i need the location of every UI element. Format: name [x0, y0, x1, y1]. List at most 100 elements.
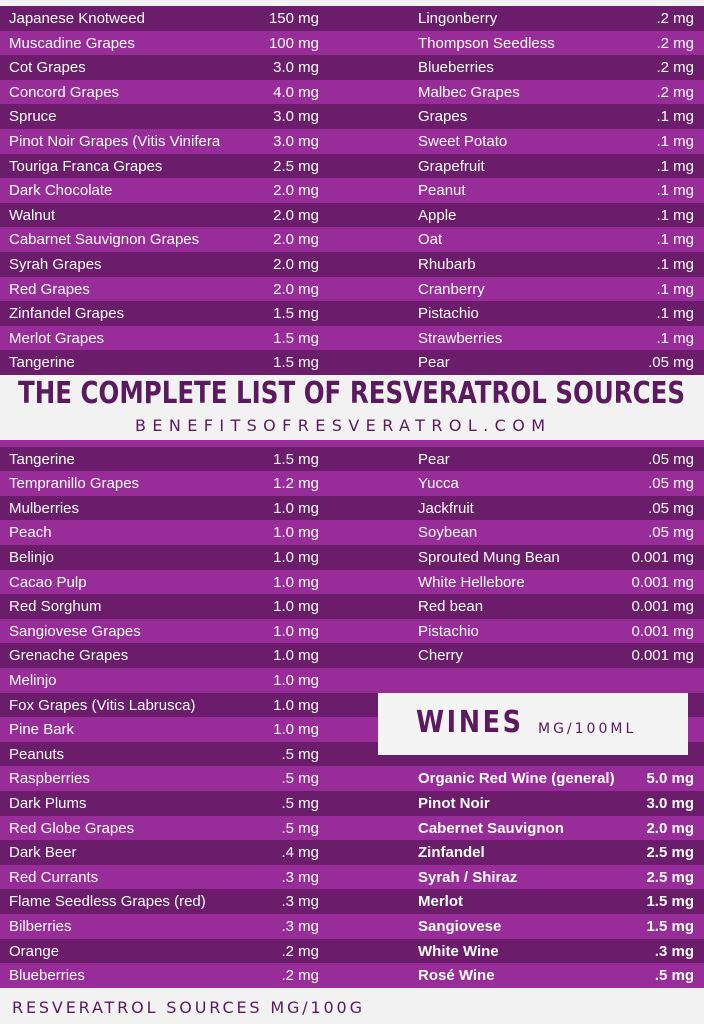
item-name: Cacao Pulp: [9, 573, 87, 591]
item-name: Melinjo: [9, 671, 57, 689]
item-value: .3 mg: [281, 893, 319, 911]
item-value: .1 mg: [656, 305, 694, 323]
item-name: Malbec Grapes: [418, 83, 520, 101]
item-name: Tempranillo Grapes: [9, 475, 140, 493]
item-value: .3 mg: [281, 917, 319, 935]
subtitle: BENEFITSOFRESVERATROL.COM: [135, 416, 545, 435]
table-row: Red Globe Grapes .5 mg Cabernet Sauvignon 2…: [0, 815, 704, 841]
item-name: Grapefruit: [418, 157, 485, 175]
item-name: Soybean: [418, 524, 478, 542]
item-value: 1.5 mg: [646, 893, 694, 911]
table-row: Mulberries 1.0 mg Jackfruit .05 mg: [0, 495, 704, 521]
item-value: .2 mg: [656, 59, 694, 77]
item-name: Orange: [9, 942, 60, 960]
item-value: 3.0 mg: [273, 108, 319, 126]
item-name: Red Sorghum: [9, 598, 102, 616]
item-value: .2 mg: [281, 942, 319, 960]
item-name: Pinot Noir: [418, 794, 490, 812]
table-row: Belinjo 1.0 mg Sprouted Mung Bean 0.001 mg: [0, 544, 704, 570]
table-row: Cabarnet Sauvignon Grapes 2.0 mg Oat .1 mg: [0, 227, 704, 253]
item-name: Tangerine: [9, 354, 75, 372]
item-value: 1.0 mg: [273, 647, 319, 665]
item-value: .3 mg: [654, 942, 694, 960]
item-name: Pear: [418, 354, 450, 372]
item-name: Pistachio: [418, 622, 479, 640]
item-name: Bilberries: [9, 917, 72, 935]
table-row: Cacao Pulp 1.0 mg White Hellebore 0.001 mg: [0, 569, 704, 595]
item-name: Cranberry: [418, 280, 485, 298]
item-name: Red Grapes: [9, 280, 90, 298]
table-row: Walnut 2.0 mg Apple .1 mg: [0, 202, 704, 228]
item-value: .2 mg: [656, 10, 694, 27]
item-value: .05 mg: [648, 475, 694, 493]
item-value: .5 mg: [281, 770, 319, 788]
item-name: Merlot Grapes: [9, 329, 105, 347]
item-name: Lingonberry: [418, 10, 498, 27]
item-value: 2.0 mg: [273, 256, 319, 273]
item-name: Thompson Seedless: [418, 34, 555, 52]
table-row: Red Grapes 2.0 mg Cranberry .1 mg: [0, 276, 704, 302]
item-value: .2 mg: [656, 83, 694, 101]
item-value: .1 mg: [656, 329, 694, 347]
item-value: .1 mg: [656, 206, 694, 224]
item-name: Peanuts: [9, 745, 65, 763]
item-value: .1 mg: [656, 182, 694, 200]
item-value: 3.0 mg: [273, 59, 319, 77]
table-row: Orange .2 mg White Wine .3 mg: [0, 938, 704, 964]
table-row: Bilberries .3 mg Sangiovese 1.5 mg: [0, 913, 704, 939]
item-name: Grapes: [418, 108, 468, 126]
item-name: Cherry: [418, 647, 464, 665]
item-name: Red bean: [418, 598, 484, 616]
table-row: Dark Plums .5 mg Pinot Noir 3.0 mg: [0, 790, 704, 816]
item-name: Dark Plums: [9, 794, 87, 812]
item-name: Pistachio: [418, 305, 479, 323]
table-row: Melinjo 1.0 mg: [0, 667, 704, 693]
item-name: Pine Bark: [9, 721, 75, 739]
table-row: Spruce 3.0 mg Grapes .1 mg: [0, 104, 704, 130]
title: THE COMPLETE LIST OF RESVERATROL SOURCES: [18, 376, 685, 411]
item-value: 2.0 mg: [273, 231, 319, 249]
item-value: 3.0 mg: [273, 133, 319, 150]
item-name: Peach: [9, 524, 52, 542]
item-name: Organic Red Wine (general): [418, 770, 615, 788]
table-row: Blueberries .2 mg Rosé Wine .5 mg: [0, 963, 704, 989]
table-row: Dark Chocolate 2.0 mg Peanut .1 mg: [0, 178, 704, 204]
item-name: Blueberries: [9, 967, 85, 985]
item-name: Muscadine Grapes: [9, 34, 135, 52]
item-name: Touriga Franca Grapes: [9, 157, 163, 175]
item-name: Red Currants: [9, 868, 99, 886]
item-value: 0.001 mg: [631, 647, 694, 665]
item-value: 2.0 mg: [273, 206, 319, 224]
table-row: Raspberries .5 mg Organic Red Wine (genera…: [0, 766, 704, 792]
item-value: .1 mg: [656, 133, 694, 150]
table-row: Tempranillo Grapes 1.2 mg Yucca .05 mg: [0, 471, 704, 497]
partial-row: [0, 440, 704, 447]
item-value: 1.0 mg: [273, 499, 319, 517]
item-name: Cabarnet Sauvignon Grapes: [9, 231, 200, 249]
item-name: Syrah / Shiraz: [418, 868, 518, 886]
table-row: Flame Seedless Grapes (red) .3 mg Merlot 1.…: [0, 889, 704, 915]
item-value: 100 mg: [268, 34, 319, 52]
item-value: .1 mg: [656, 231, 694, 249]
table-row: Tangerine 1.5 mg Pear .05 mg: [0, 350, 704, 376]
item-value: .1 mg: [656, 256, 694, 273]
table-row: Zinfandel Grapes 1.5 mg Pistachio .1 mg: [0, 301, 704, 327]
item-name: Mulberries: [9, 499, 80, 517]
table-row: Pinot Noir Grapes (Vitis Vinifera 3.0 mg S…: [0, 129, 704, 154]
item-value: 2.5 mg: [273, 157, 319, 175]
item-name: Sangiovese Grapes: [9, 622, 141, 640]
item-value: 1.0 mg: [273, 622, 319, 640]
item-name: Walnut: [9, 206, 56, 224]
table-row: Japanese Knotweed 150 mg Lingonberry .2 mg: [0, 6, 704, 31]
item-value: 2.0 mg: [646, 819, 694, 837]
item-value: 1.5 mg: [646, 917, 694, 935]
item-name: Fox Grapes (Vitis Labrusca): [9, 696, 196, 714]
item-name: Strawberries: [418, 329, 503, 347]
item-value: 1.5 mg: [273, 450, 319, 468]
item-value: 1.0 mg: [273, 573, 319, 591]
item-name: Sangiovese: [418, 917, 502, 935]
item-name: Tangerine: [9, 450, 75, 468]
table-row: Grenache Grapes 1.0 mg Cherry 0.001 mg: [0, 643, 704, 669]
item-value: .5 mg: [281, 745, 319, 763]
